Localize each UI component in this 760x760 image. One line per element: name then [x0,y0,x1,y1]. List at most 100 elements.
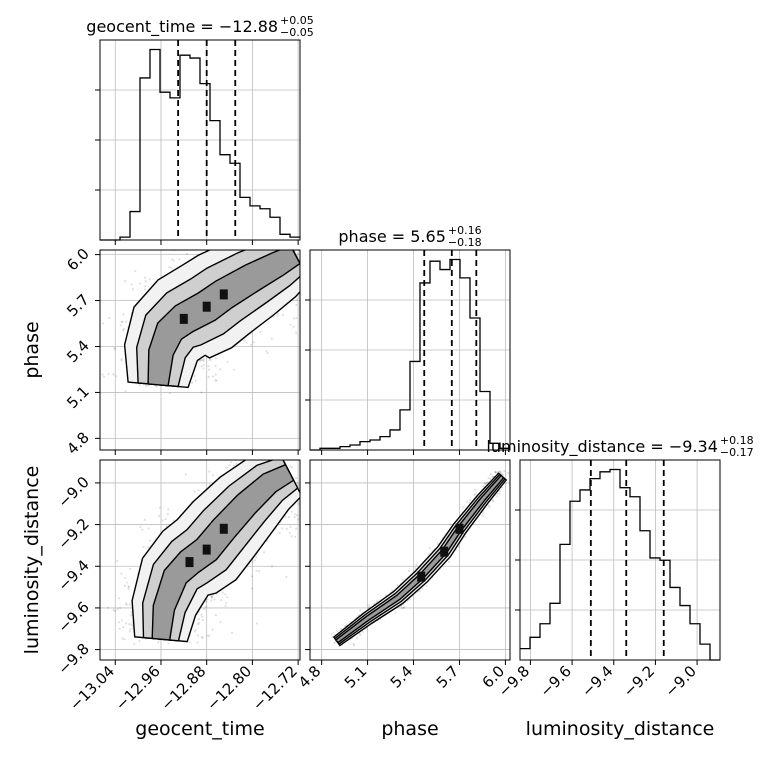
sample-point [415,563,418,567]
sample-point [122,329,125,332]
x-tick-label: 5.1 [341,662,371,692]
axes-panel-geocent_time-luminosity_distance [95,459,301,665]
sample-point [120,320,123,324]
title-text: geocent_time = −12.88 [86,17,278,37]
sample-point [201,618,204,622]
sample-point [112,608,115,612]
sample-point [213,598,216,601]
sample-point [249,424,251,426]
sample-point [396,584,399,587]
sample-point [193,630,196,633]
sample-point [265,199,267,201]
panel-frame [309,459,511,661]
sample-point [481,511,484,514]
hist-panel-phase [305,249,511,455]
sample-point [114,348,117,351]
sample-point [468,498,471,501]
sample-point [485,481,488,485]
sample-point [102,375,106,378]
sample-point [483,482,486,485]
sample-point [403,606,406,609]
sample-point [253,559,256,562]
sample-point [288,531,291,534]
sample-point [145,384,148,387]
density-peak [179,313,188,324]
sample-point [263,445,265,447]
sample-point [353,644,356,647]
y-tick-label: 5.7 [63,291,93,321]
sample-point [269,229,271,231]
sample-point [157,515,160,518]
sample-point [158,506,162,509]
sample-point [218,445,220,447]
sample-point [501,473,504,476]
sample-point [219,620,222,624]
sample-point [161,519,164,522]
sample-point [202,367,205,370]
sample-point [125,603,128,607]
title-lower-error: −0.05 [280,26,314,39]
x-tick-label: −12.88 [158,662,210,714]
sample-point [313,307,315,309]
x-axis-label-geocent_time: geocent_time [135,718,264,740]
sample-point [291,466,294,469]
sample-point [200,365,203,368]
sample-point [282,243,284,245]
x-tick-label: −12.80 [203,662,255,714]
sample-point [295,303,298,306]
sample-point [139,525,142,528]
sample-point [235,236,237,238]
sample-point [125,602,128,605]
sample-point [200,613,203,616]
sample-point [131,288,134,291]
sample-point [208,470,211,473]
sample-point [200,391,203,394]
sample-point [121,320,124,323]
sample-point [247,247,249,249]
sample-point [144,276,147,279]
sample-point [292,325,295,328]
panel-title-phase: phase = 5.65 +0.16−0.18 [338,224,481,249]
sample-point [491,499,495,502]
sample-point [225,233,227,235]
density-peak [219,523,228,534]
sample-point [208,634,211,638]
sample-point [171,258,174,261]
sample-point [201,615,204,619]
sample-point [297,518,300,521]
histogram-step-geocent_time [100,48,300,241]
sample-point [214,614,217,617]
sample-point [262,212,264,214]
sample-point [198,359,201,363]
sample-point [266,429,268,431]
sample-point [214,373,217,376]
sample-point [202,363,206,366]
sample-point [120,359,123,362]
sample-point [204,605,207,608]
y-tick-label: 4.8 [63,428,93,458]
sample-point [264,232,266,234]
sample-point [130,283,133,286]
sample-point [295,527,298,530]
density-peak [202,544,211,555]
sample-point [296,252,299,255]
density-panel-geocent_time-luminosity_distance [100,424,300,660]
sample-point [147,546,150,549]
sample-point [294,535,297,539]
sample-point [340,628,343,631]
x-tick-label: −9.2 [620,662,658,700]
sample-point [276,241,278,243]
sample-point [289,465,292,468]
sample-point [500,471,503,474]
sample-point [427,552,430,555]
sample-point [233,368,236,371]
sample-point [507,471,510,474]
sample-point [269,225,271,227]
contour-inner [151,463,295,641]
sample-point [147,527,150,530]
sample-point [306,289,308,291]
sample-point [314,291,316,293]
sample-point [281,527,284,530]
sample-point [254,236,256,238]
sample-point [304,273,306,275]
